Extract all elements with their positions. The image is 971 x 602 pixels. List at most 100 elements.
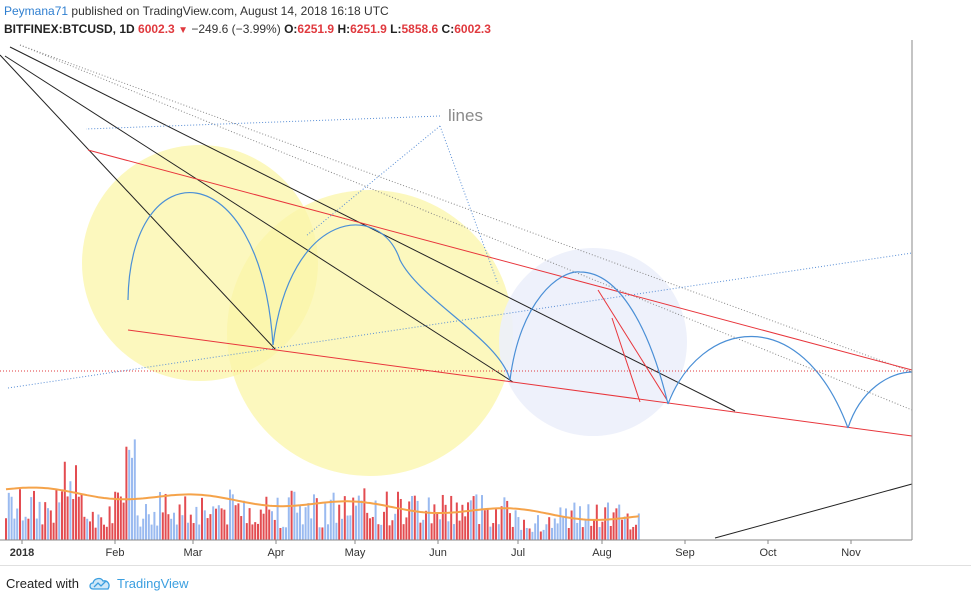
volume-bar	[385, 491, 388, 540]
volume-bar	[72, 499, 75, 540]
volume-bar	[399, 498, 402, 540]
volume-bar	[89, 521, 91, 540]
close-value: 6002.3	[454, 22, 491, 36]
x-tick-label: Mar	[184, 547, 203, 559]
volume-bar	[30, 497, 33, 540]
tradingview-cloud-icon[interactable]	[88, 575, 112, 591]
volume-bar	[411, 496, 413, 540]
volume-bar	[187, 522, 189, 540]
volume-bar	[285, 527, 287, 540]
volume-bar	[243, 500, 245, 540]
volume-bar	[632, 526, 635, 540]
volume-bar	[355, 505, 357, 540]
author-link[interactable]: Peymana71	[4, 4, 69, 18]
volume-bar	[175, 524, 178, 540]
volume-bar	[402, 524, 405, 540]
volume-bar	[595, 504, 598, 540]
volume-bar	[341, 518, 343, 540]
volume-bar	[511, 526, 514, 540]
volume-bar	[525, 527, 528, 540]
volume-bar	[198, 524, 201, 540]
tradingview-link[interactable]: TradingView	[117, 576, 189, 591]
arc-2	[272, 224, 511, 381]
trendline-black-2	[9, 46, 736, 412]
volume-bar	[265, 496, 268, 540]
volume-bar	[223, 509, 226, 540]
volume-bar	[405, 517, 408, 540]
trendline-black-bottom	[714, 483, 913, 539]
annotation-pointer-1	[85, 115, 441, 130]
volume-bar	[58, 502, 61, 540]
annotation-pointer-3	[439, 125, 499, 285]
volume-bar	[307, 503, 310, 540]
volume-bar	[5, 518, 7, 540]
volume-bar	[534, 523, 537, 540]
volume-bar	[245, 523, 248, 540]
volume-bar	[495, 509, 497, 540]
open-label: O:	[284, 22, 298, 36]
volume-bar	[573, 502, 576, 540]
volume-bar	[19, 489, 21, 540]
high-label: H:	[337, 22, 351, 36]
volume-bar	[559, 507, 562, 540]
volume-bar	[483, 510, 486, 540]
volume-bar	[304, 507, 307, 540]
x-tick-label: Sep	[675, 547, 695, 559]
volume-bar	[315, 498, 318, 540]
volume-bar	[254, 522, 257, 540]
high-value: 6251.9	[350, 22, 387, 36]
volume-bar	[618, 504, 621, 540]
volume-bar	[184, 496, 187, 540]
volume-bar	[301, 524, 304, 540]
volume-bar	[313, 494, 315, 540]
volume-bar	[478, 524, 481, 540]
volume-bar	[35, 518, 38, 540]
volume-bar	[153, 511, 156, 540]
volume-bar	[108, 506, 111, 540]
volume-bar	[615, 508, 618, 540]
volume-bar	[416, 500, 419, 540]
cycle-arcs	[127, 192, 913, 429]
channel-bottom	[127, 329, 913, 437]
volume-bar	[209, 514, 212, 540]
volume-bar	[321, 527, 324, 540]
volume-bar	[33, 490, 35, 540]
volume-bar	[75, 465, 77, 540]
lines-annotation: lines	[85, 106, 499, 285]
x-tick-label: Aug	[592, 547, 612, 559]
volume-bar	[570, 510, 573, 540]
volume-bar	[173, 512, 175, 540]
volume-bar	[598, 527, 601, 540]
volume-bar	[125, 446, 128, 540]
volume-bar	[128, 449, 131, 540]
volume-bar	[626, 513, 629, 540]
volume-bar	[282, 526, 285, 540]
volume-bar	[332, 492, 335, 540]
volume-bar	[581, 527, 584, 540]
volume-bar	[397, 491, 399, 540]
price-chart[interactable]: lines 18000.016000.014000.012000.010500.…	[0, 0, 971, 565]
volume-bar	[41, 524, 44, 540]
volume-bar	[69, 481, 72, 540]
volume-bar	[133, 439, 136, 540]
volume-bar	[268, 509, 271, 540]
symbol-ohlc: BITFINEX:BTCUSD, 1D 6002.3 ▼ −249.6 (−3.…	[4, 22, 491, 36]
volume-bar	[548, 517, 551, 540]
volume-bar	[100, 517, 103, 540]
publish-info: Peymana71 published on TradingView.com, …	[4, 4, 389, 18]
yellow-circle-right	[227, 190, 513, 476]
volume-bar	[576, 522, 579, 540]
volume-bar	[335, 522, 338, 540]
x-tick-label: May	[345, 547, 366, 559]
volume-bar	[369, 518, 371, 540]
x-tick-label: Jul	[511, 547, 525, 559]
published-text: published on TradingView.com, August 14,…	[71, 4, 389, 18]
volume-bar	[189, 514, 192, 540]
volume-bar	[374, 500, 377, 540]
volume-bar	[136, 515, 139, 540]
volume-bar	[556, 523, 559, 540]
volume-bar	[343, 496, 346, 540]
volume-bar	[380, 524, 383, 540]
volume-bar	[97, 514, 100, 540]
volume-bar	[503, 497, 506, 540]
